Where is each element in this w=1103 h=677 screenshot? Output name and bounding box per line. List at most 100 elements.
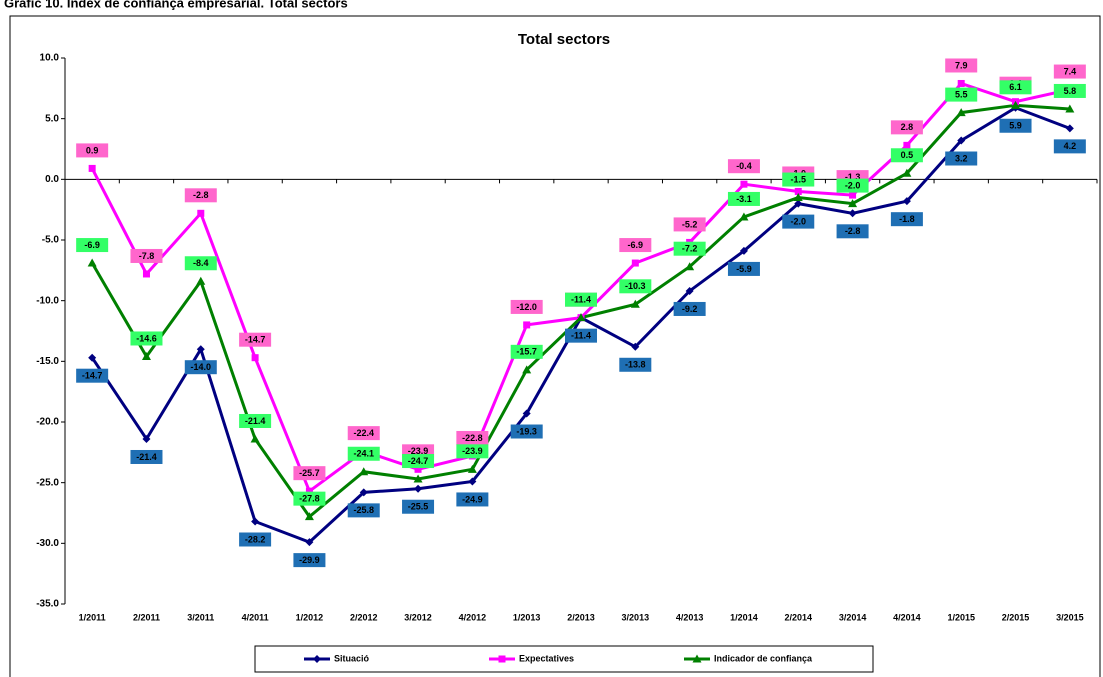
y-tick-label: -15.0: [36, 356, 59, 367]
data-label: -11.4: [571, 331, 591, 341]
data-label-box: [945, 151, 978, 166]
data-label: -9.2: [682, 304, 698, 314]
x-tick-label: 3/2014: [839, 612, 867, 622]
data-label: -6.9: [628, 240, 644, 250]
marker: [304, 512, 314, 521]
y-tick-label: -20.0: [36, 417, 59, 428]
page-title: Gràfic 10. Índex de confiança empresaria…: [4, 0, 348, 10]
data-label-box: [76, 368, 109, 383]
data-label: -6.9: [84, 240, 100, 250]
data-label-box: [1053, 64, 1086, 79]
legend-label: Expectatives: [519, 653, 574, 663]
data-label: 0.9: [86, 145, 99, 155]
data-label-box: [727, 261, 760, 276]
data-label-box: [510, 344, 543, 359]
data-label-box: [293, 466, 326, 481]
data-label: 5.8: [1064, 86, 1077, 96]
x-tick-label: 2/2014: [784, 612, 812, 622]
data-label-box: [836, 178, 869, 193]
marker: [739, 212, 749, 221]
data-label: -24.9: [462, 494, 483, 504]
data-label: -14.0: [191, 362, 212, 372]
data-label: -22.8: [462, 433, 483, 443]
data-label-box: [76, 238, 109, 253]
marker: [903, 141, 911, 149]
data-label: 3.2: [955, 153, 968, 163]
x-tick-label: 1/2013: [513, 612, 541, 622]
x-tick-label: 1/2012: [296, 612, 324, 622]
x-tick-label: 3/2012: [404, 612, 432, 622]
y-tick-label: 10.0: [40, 53, 60, 64]
marker: [957, 136, 966, 145]
data-label-box: [836, 224, 869, 239]
data-label: -13.8: [625, 360, 646, 370]
marker: [692, 654, 702, 663]
marker: [848, 199, 858, 208]
x-tick-label: 1/2014: [730, 612, 758, 622]
marker: [631, 259, 639, 267]
y-tick-label: -5.0: [42, 235, 60, 246]
data-label-box: [565, 328, 597, 343]
marker: [902, 168, 912, 177]
data-label-box: [1053, 139, 1086, 154]
data-label: -1.5: [791, 174, 807, 184]
data-label-box: [130, 248, 163, 263]
data-label-box: [184, 188, 217, 203]
data-label-box: [890, 148, 923, 163]
marker: [957, 79, 965, 87]
data-label-box: [673, 241, 706, 256]
x-tick-label: 4/2013: [676, 612, 704, 622]
marker: [142, 434, 151, 443]
data-label-box: [999, 118, 1032, 133]
data-label: -28.2: [245, 534, 266, 544]
data-label: -7.8: [139, 251, 155, 261]
marker: [305, 538, 314, 547]
data-label: -0.4: [736, 161, 752, 171]
data-label: 7.9: [955, 60, 968, 70]
data-label: 5.9: [1009, 121, 1022, 131]
marker: [359, 488, 368, 497]
data-label: 6.1: [1009, 82, 1022, 92]
data-label-box: [456, 430, 489, 445]
marker: [522, 409, 531, 418]
data-label: -7.2: [682, 244, 698, 254]
data-label: -22.4: [353, 428, 374, 438]
data-label-box: [510, 299, 543, 314]
data-label-box: [619, 238, 652, 253]
x-tick-label: 3/2011: [187, 612, 214, 622]
marker: [251, 354, 259, 362]
marker: [413, 474, 423, 483]
data-label-box: [184, 256, 217, 271]
marker: [685, 286, 694, 295]
marker: [142, 270, 150, 278]
data-label: -23.9: [408, 446, 429, 456]
marker: [794, 199, 803, 208]
data-label: -8.4: [193, 258, 209, 268]
data-label-box: [184, 360, 217, 375]
data-label-box: [347, 446, 380, 461]
data-label-box: [76, 143, 109, 158]
data-label-box: [293, 553, 326, 568]
x-tick-label: 4/2012: [459, 612, 487, 622]
data-label: -25.7: [299, 468, 320, 478]
data-label-box: [456, 492, 489, 507]
data-label-box: [293, 491, 326, 506]
marker: [87, 258, 97, 267]
marker: [740, 180, 748, 188]
data-label-box: [402, 454, 435, 469]
data-label: -3.1: [736, 194, 752, 204]
marker: [902, 197, 911, 206]
data-label-box: [999, 80, 1032, 95]
data-label: -14.6: [136, 333, 157, 343]
marker: [88, 353, 97, 362]
data-label-box: [130, 331, 163, 346]
x-tick-label: 2/2012: [350, 612, 378, 622]
data-label-box: [347, 503, 380, 518]
x-tick-label: 2/2011: [133, 612, 160, 622]
data-label-box: [130, 449, 163, 464]
data-label-box: [782, 172, 815, 187]
data-label: -1.8: [899, 214, 915, 224]
data-label-box: [565, 292, 597, 307]
data-label-box: [239, 532, 272, 547]
